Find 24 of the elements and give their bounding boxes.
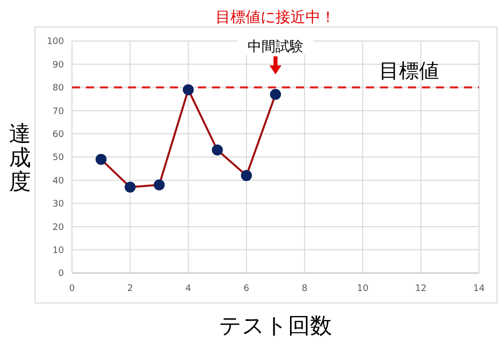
- y-tick-label: 90: [52, 60, 64, 70]
- ref-line-label: 目標値: [379, 58, 439, 82]
- y-tick-label: 10: [52, 246, 64, 256]
- y-tick-label: 0: [58, 269, 64, 280]
- y-axis-title: 達成度: [9, 122, 31, 195]
- x-tick-label: 2: [127, 284, 134, 294]
- x-tick-label: 10: [356, 284, 369, 294]
- x-tick-label: 0: [69, 284, 76, 294]
- x-tick-label: 4: [185, 284, 192, 294]
- x-tick-label: 14: [473, 284, 485, 294]
- chart-title: 目標値に接近中！: [216, 8, 336, 26]
- y-tick-label: 50: [52, 153, 64, 164]
- x-tick-label: 8: [302, 284, 308, 294]
- y-tick-label: 80: [52, 84, 64, 94]
- y-tick-label: 100: [46, 37, 64, 48]
- y-tick-label: 20: [52, 222, 64, 233]
- x-tick-label: 12: [415, 284, 427, 294]
- annotation: 中間試験: [248, 39, 304, 55]
- x-axis-title: テスト回数: [219, 314, 332, 339]
- y-tick-label: 30: [52, 200, 64, 210]
- y-tick-label: 60: [52, 130, 64, 140]
- y-tick-label: 40: [52, 176, 64, 186]
- y-tick-label: 70: [52, 106, 64, 117]
- x-tick-label: 6: [244, 284, 250, 294]
